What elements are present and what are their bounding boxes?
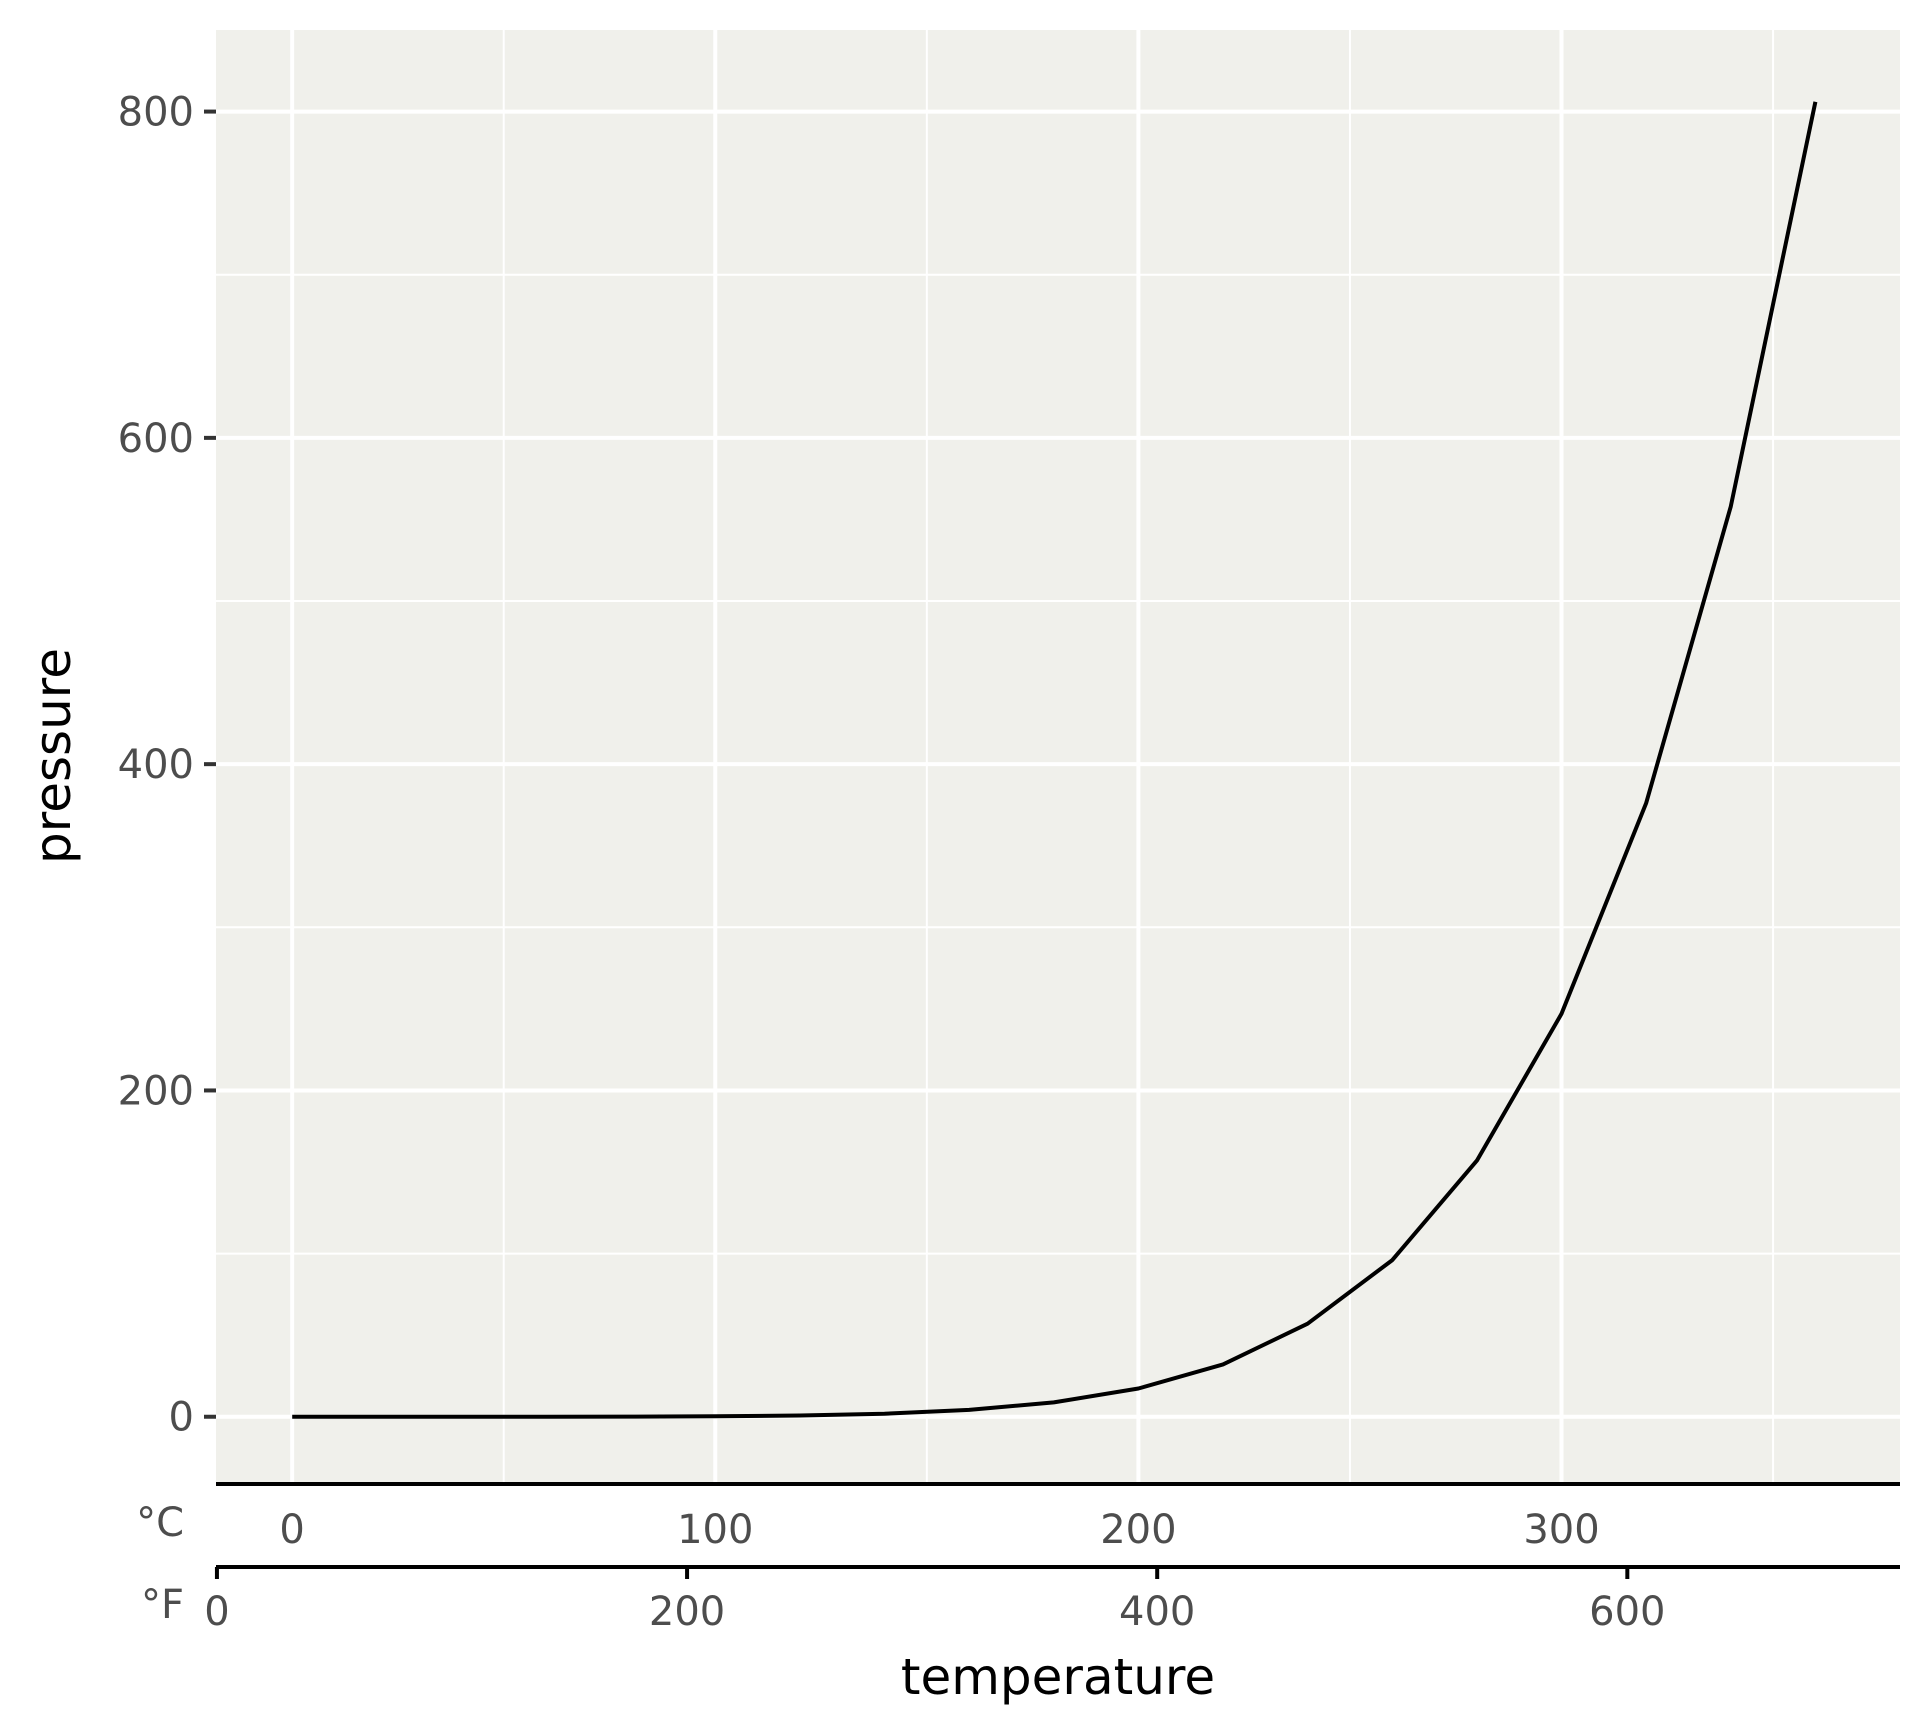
y-axis: 0 200 400 600 800 <box>118 90 216 1441</box>
x-tick-label-fahrenheit: 400 <box>1119 1589 1195 1635</box>
y-tick-label: 600 <box>118 416 194 462</box>
x-tick-label-fahrenheit: 0 <box>204 1589 229 1635</box>
x-tick-label-celsius: 200 <box>1100 1507 1176 1553</box>
y-tick-label: 200 <box>118 1068 194 1114</box>
x-axis-fahrenheit: 0 200 400 600 <box>204 1565 1900 1635</box>
pressure-line <box>292 101 1818 1419</box>
y-tick-label: 400 <box>118 742 194 788</box>
fahrenheit-unit-label: °F <box>141 1582 184 1628</box>
x-tick-label-fahrenheit: 600 <box>1589 1589 1665 1635</box>
plot-panel <box>216 30 1900 1482</box>
major-grid-lines <box>216 30 1900 1482</box>
x-axis-celsius: 0 100 200 300 <box>216 1482 1900 1553</box>
y-tick-label: 0 <box>169 1395 194 1441</box>
x-tick-label-fahrenheit: 200 <box>649 1589 725 1635</box>
y-tick-label: 800 <box>118 90 194 136</box>
celsius-unit-label: °C <box>136 1500 184 1546</box>
minor-grid-lines <box>216 30 1900 1482</box>
x-axis-title: temperature <box>901 1648 1215 1706</box>
x-tick-label-celsius: 0 <box>279 1507 304 1553</box>
x-tick-label-celsius: 100 <box>677 1507 753 1553</box>
x-tick-label-celsius: 300 <box>1523 1507 1599 1553</box>
y-axis-title: pressure <box>24 648 82 864</box>
